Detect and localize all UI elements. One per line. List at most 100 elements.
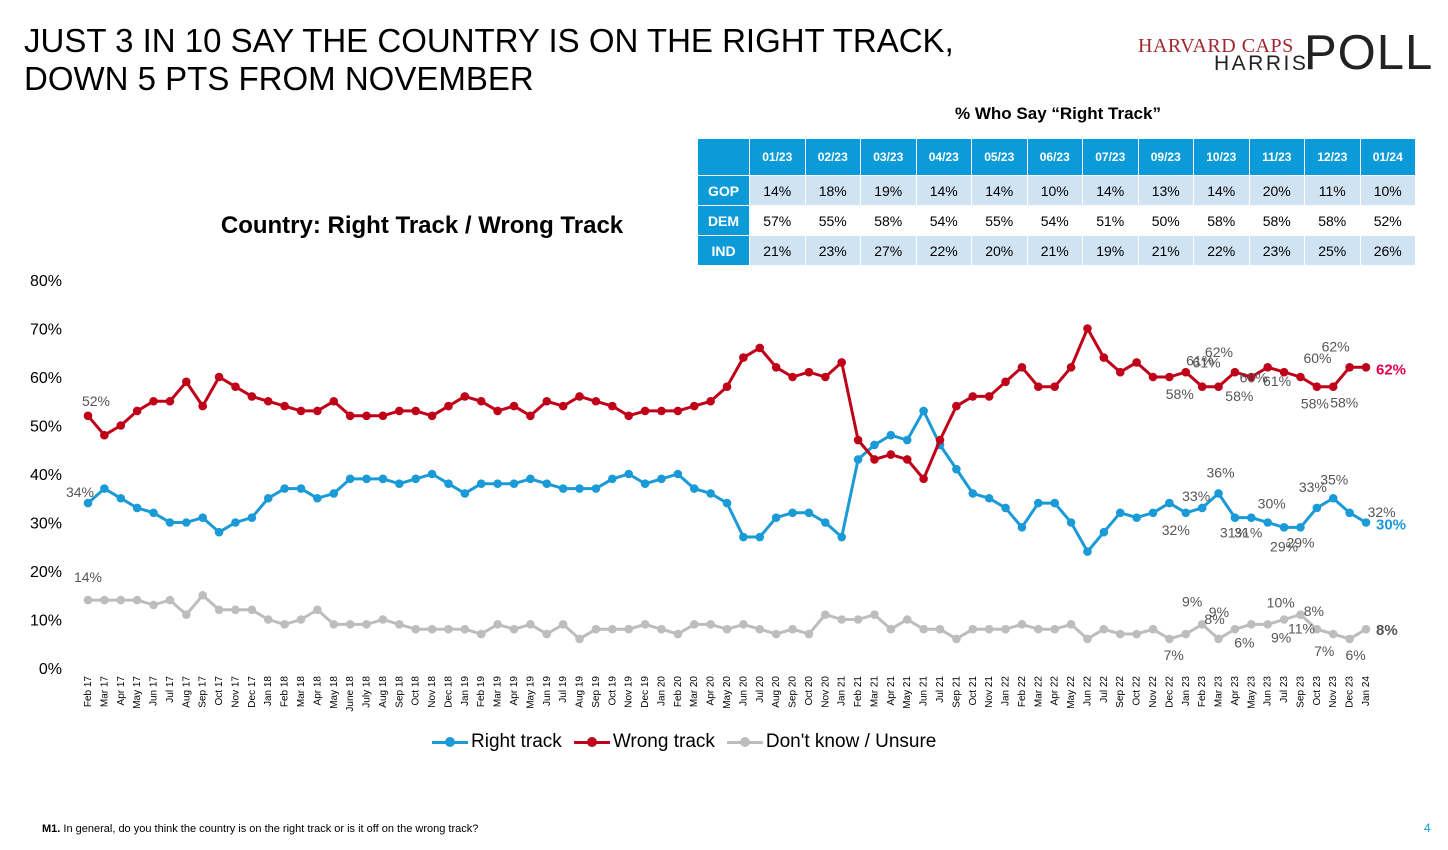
x-tick-label: Feb 22 [1017,676,1028,708]
table-cell: 19% [860,175,917,206]
x-tick-label: June 18 [345,676,356,712]
data-point-wrong-track [1050,382,1059,392]
data-label-right-track: 32% [1162,522,1190,538]
table-cell: 25% [1304,235,1361,266]
row-label-gop: GOP [697,175,750,206]
x-tick-label: May 18 [329,676,340,709]
x-tick-label: Oct 20 [804,676,815,706]
data-point-unsure [116,595,126,605]
data-point-wrong-track [689,401,699,411]
x-tick-label: Feb 20 [673,676,684,708]
x-tick-label: Jun 21 [919,676,930,706]
x-tick-label: Oct 22 [1132,676,1143,706]
data-point-unsure [558,620,568,629]
data-label-wrong-track: 52% [82,393,110,409]
data-point-wrong-track [1247,372,1256,382]
x-tick-label: Mar 19 [493,676,504,708]
x-tick-label: Jun 23 [1263,676,1274,706]
x-tick-label: Aug 18 [378,676,389,708]
data-point-right-track [1214,489,1223,498]
data-point-unsure [182,610,191,619]
x-tick-label: Nov 18 [427,676,438,708]
legend-swatch-right-track [432,735,468,749]
data-point-right-track [182,518,191,527]
data-point-wrong-track [182,377,191,387]
x-tick-label: Feb 17 [83,676,94,708]
data-point-unsure [739,620,748,629]
x-tick-label: Jul 17 [165,676,176,703]
table-cell: 55% [804,205,861,236]
data-point-unsure [640,620,650,629]
x-tick-label: Dec 19 [640,676,651,708]
table-corner-cell [697,138,750,176]
y-tick-label: 40% [30,467,62,484]
footnote: M1. In general, do you think the country… [42,823,478,835]
data-point-right-track [739,532,748,542]
table-cell: 20% [1248,175,1305,206]
y-tick-label: 20% [30,564,62,581]
data-point-unsure [1181,629,1191,639]
chart-legend: Right track Wrong track Don't know / Uns… [432,731,948,753]
x-tick-label: Feb 21 [853,676,864,708]
data-point-wrong-track [1312,382,1322,392]
data-point-wrong-track [476,396,486,406]
data-point-right-track [1017,523,1027,532]
data-point-wrong-track [640,406,650,416]
row-label-dem: DEM [697,205,750,236]
x-tick-label: Apr 23 [1230,676,1241,706]
data-point-right-track [100,484,109,493]
data-point-unsure [460,624,470,634]
data-point-right-track [788,508,797,518]
data-point-unsure [821,610,830,619]
data-point-unsure [788,624,797,634]
table-cell: 11% [1304,175,1361,206]
data-point-right-track [345,474,355,484]
x-tick-label: Jun 22 [1082,676,1093,706]
data-label-unsure: 7% [1164,647,1184,663]
data-point-right-track [378,474,388,484]
x-tick-label: Sep 23 [1295,676,1306,708]
data-point-wrong-track [345,411,355,421]
data-point-unsure [132,595,142,605]
data-point-wrong-track [952,401,961,411]
data-point-wrong-track [460,392,470,401]
data-point-wrong-track [755,343,765,353]
data-point-unsure [689,620,699,629]
data-point-unsure [395,620,404,629]
data-point-unsure [1017,620,1027,629]
data-point-unsure [1247,620,1256,629]
data-point-right-track [689,484,699,493]
x-tick-label: Mar 17 [99,676,110,708]
data-point-right-track [493,479,502,489]
data-point-wrong-track [591,396,601,406]
data-point-unsure [952,634,961,644]
data-label-unsure: 6% [1234,634,1254,650]
data-point-right-track [1197,503,1207,513]
data-point-right-track [1345,508,1354,518]
table-col-header: 09/23 [1137,138,1194,176]
data-point-unsure [1296,610,1305,619]
x-tick-label: Jul 22 [1099,676,1110,703]
x-tick-label: Apr 17 [116,676,127,706]
data-point-wrong-track [853,435,863,445]
data-point-wrong-track [886,450,896,459]
x-tick-label: May 17 [132,676,143,709]
data-point-right-track [198,513,207,522]
data-point-wrong-track [100,430,109,440]
table-cell: 18% [804,175,861,206]
x-tick-label: Apr 18 [312,676,323,706]
table-header-row: 01/23 02/23 03/23 04/23 05/23 06/23 07/2… [697,138,1416,176]
data-point-right-track [1296,523,1305,532]
data-point-wrong-track [1279,367,1289,377]
data-point-unsure [1165,634,1174,644]
data-point-right-track [1001,503,1010,513]
data-point-unsure [1050,624,1059,634]
data-label-unsure: 9% [1271,630,1291,646]
table-cell: 26% [1359,235,1416,266]
data-point-right-track [1312,503,1322,513]
data-point-unsure [1115,629,1125,639]
table-cell: 58% [1193,205,1250,236]
data-point-wrong-track [1361,363,1371,372]
x-tick-label: Jan 19 [460,676,471,706]
x-tick-label: Mar 20 [689,676,700,708]
